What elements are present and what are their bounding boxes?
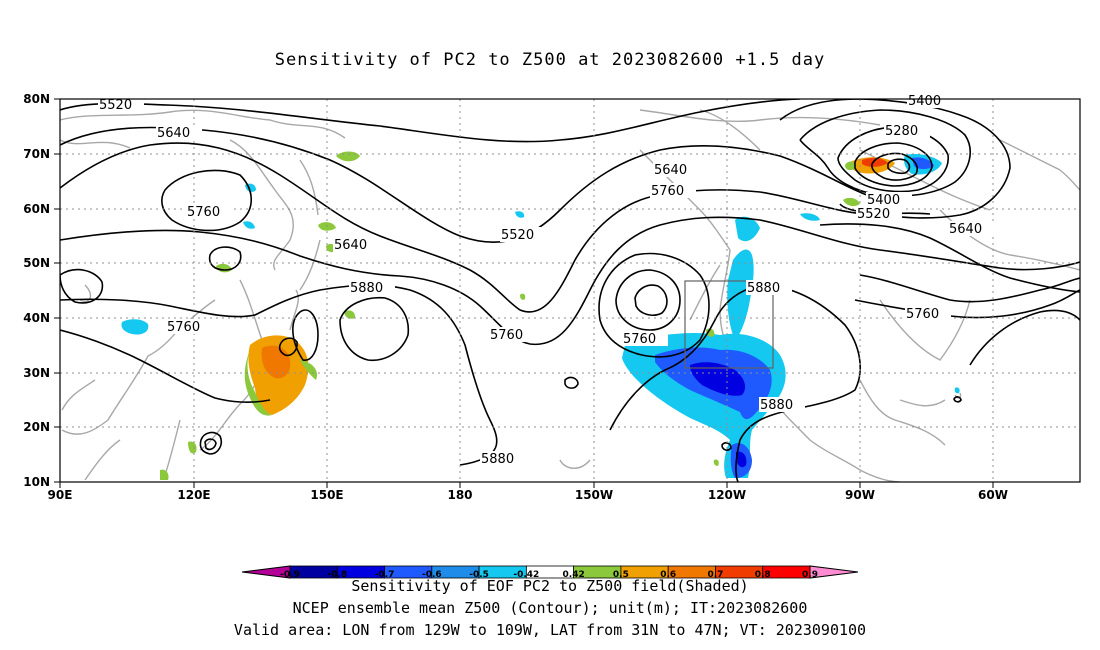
contour-label: 5400 bbox=[908, 94, 941, 109]
lon-label: 150E bbox=[310, 488, 343, 502]
plot-title: Sensitivity of PC2 to Z500 at 2023082600… bbox=[274, 50, 826, 70]
contour-label: 5760 bbox=[623, 332, 656, 347]
map-border bbox=[59, 98, 1081, 483]
shade-blue-k11 bbox=[954, 387, 960, 394]
lon-label: 60W bbox=[978, 488, 1008, 502]
colorbar-tick-label: -0.42 bbox=[513, 570, 539, 580]
lon-label: 180 bbox=[447, 488, 472, 502]
shade-blue-top bbox=[735, 216, 760, 242]
contour-label: 5760 bbox=[490, 328, 523, 343]
contour-label: 5760 bbox=[187, 205, 220, 220]
shade-blue-k10 bbox=[800, 213, 820, 221]
contour-label: 5640 bbox=[157, 126, 190, 141]
contour-label: 5280 bbox=[885, 124, 918, 139]
shade-green-asia bbox=[244, 350, 272, 416]
contour-label: 5880 bbox=[760, 398, 793, 413]
lon-label: 120E bbox=[177, 488, 210, 502]
contour-label: 5880 bbox=[350, 281, 383, 296]
colorbar-tick-label: 0.8 bbox=[755, 570, 771, 580]
lon-label: 120W bbox=[708, 488, 746, 502]
shade-green-k8 bbox=[520, 293, 526, 300]
lat-label: 70N bbox=[23, 147, 50, 161]
contour-label: 5640 bbox=[654, 163, 687, 178]
tick-marks bbox=[54, 98, 994, 488]
caption-valid-area: Valid area: LON from 129W to 109W, LAT f… bbox=[233, 621, 867, 639]
colorbar-tick-label: 0.9 bbox=[802, 570, 818, 580]
shade-blue-bay bbox=[121, 319, 149, 335]
contour-label: 5760 bbox=[651, 184, 684, 199]
shade-blue-k9 bbox=[515, 211, 525, 218]
lat-label: 30N bbox=[23, 366, 50, 380]
latitude-labels: 80N 70N 60N 50N 40N 30N 20N 10N bbox=[23, 92, 50, 489]
shade-green-k12 bbox=[713, 459, 719, 466]
contour-labels: 5520 5640 5760 5640 5760 5880 5880 5520 … bbox=[98, 93, 994, 467]
contour-label: 5760 bbox=[167, 320, 200, 335]
shade-green-asia2 bbox=[300, 360, 318, 380]
lon-label: 90W bbox=[845, 488, 875, 502]
colorbar-tick-label: 0.7 bbox=[707, 570, 723, 580]
z500-contours bbox=[60, 99, 1080, 482]
contour-label: 5760 bbox=[906, 307, 939, 322]
colorbar-tick-label: -0.8 bbox=[327, 570, 347, 580]
lat-label: 40N bbox=[23, 311, 50, 325]
contour-label: 5640 bbox=[949, 222, 982, 237]
lat-label: 50N bbox=[23, 256, 50, 270]
shade-red-hb bbox=[862, 157, 888, 167]
colorbar-tick-label: -0.7 bbox=[375, 570, 395, 580]
lon-label: 150W bbox=[575, 488, 613, 502]
shade-green-k bbox=[336, 151, 360, 162]
contour-label: 5640 bbox=[334, 238, 367, 253]
contour-label: 5520 bbox=[501, 228, 534, 243]
shade-green-k3 bbox=[216, 263, 232, 273]
colorbar-swatch bbox=[809, 565, 859, 579]
lat-label: 80N bbox=[23, 92, 50, 106]
colorbar-tick-label: -0.5 bbox=[469, 570, 489, 580]
lon-label: 90E bbox=[48, 488, 73, 502]
shade-green-hb bbox=[843, 197, 860, 207]
shade-navy-na bbox=[690, 362, 746, 396]
contour-label: 5520 bbox=[857, 207, 890, 222]
caption-shaded: Sensitivity of EOF PC2 to Z500 field(Sha… bbox=[351, 577, 749, 595]
shade-navy-mex bbox=[736, 451, 747, 468]
contour-label: 5880 bbox=[747, 281, 780, 296]
contour-label: 5880 bbox=[481, 452, 514, 467]
shade-blue-strip bbox=[727, 249, 754, 340]
shade-green-s bbox=[188, 441, 197, 454]
lat-label: 10N bbox=[23, 475, 50, 489]
valid-area-box bbox=[684, 280, 774, 369]
colorbar-tick-label: -0.6 bbox=[422, 570, 442, 580]
shade-green-s2 bbox=[160, 469, 169, 480]
shade-green-hb2 bbox=[845, 161, 856, 171]
colorbar-tick-label: -0.9 bbox=[280, 570, 300, 580]
colorbar-tick-label: 0.5 bbox=[613, 570, 629, 580]
contour-label: 5520 bbox=[99, 98, 132, 113]
colorbar: -0.9 -0.8 -0.7 -0.6 -0.5 -0.42 0.42 0.5 0.6 0.7 0.… bbox=[241, 565, 859, 580]
shade-green-na bbox=[706, 328, 715, 337]
contour-label: 5400 bbox=[867, 193, 900, 208]
shade-blue-k6 bbox=[243, 221, 255, 229]
longitude-labels: 90E 120E 150E 180 150W 120W 90W 60W bbox=[48, 488, 1008, 502]
caption-contour: NCEP ensemble mean Z500 (Contour); unit(… bbox=[292, 599, 808, 617]
lat-label: 60N bbox=[23, 202, 50, 216]
colorbar-tick-label: 0.6 bbox=[660, 570, 676, 580]
colorbar-tick-label: 0.42 bbox=[563, 570, 585, 580]
lat-label: 20N bbox=[23, 420, 50, 434]
shade-green-k7 bbox=[344, 310, 356, 319]
